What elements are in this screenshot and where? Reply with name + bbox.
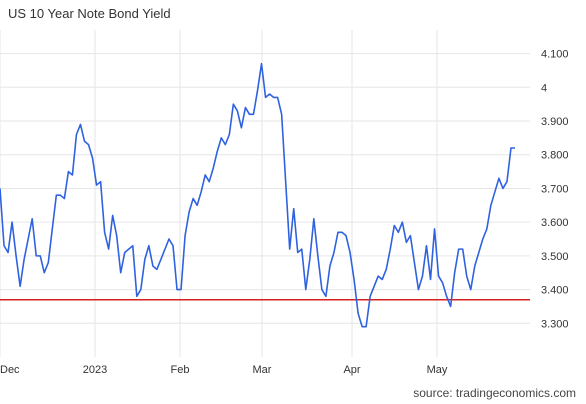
series-line-yield xyxy=(0,62,515,328)
y-tick-label: 3.700 xyxy=(541,183,569,195)
y-tick-label: 3.800 xyxy=(541,150,569,162)
y-tick-label: 4 xyxy=(541,82,547,94)
x-tick-label: Apr xyxy=(343,364,360,376)
x-tick-label: May xyxy=(427,364,448,376)
source-attribution: source: tradingeconomics.com xyxy=(413,386,576,400)
y-tick-label: 3.600 xyxy=(541,217,569,229)
chart-title: US 10 Year Note Bond Yield xyxy=(8,6,171,21)
x-axis-tick-labels: Dec 2023 Feb Mar Apr May xyxy=(0,364,448,376)
vertical-gridlines xyxy=(0,30,438,357)
x-tick-label: Mar xyxy=(253,364,272,376)
y-tick-label: 3.500 xyxy=(541,251,569,263)
y-tick-label: 3.400 xyxy=(541,285,569,297)
y-axis-tick-labels: 3.300 3.400 3.500 3.600 3.700 3.800 3.900 4 4.10… xyxy=(541,49,569,331)
x-tick-label: Dec xyxy=(0,364,20,376)
y-tick-label: 3.300 xyxy=(541,318,569,330)
y-tick-label: 3.900 xyxy=(541,116,569,128)
horizontal-gridlines xyxy=(0,53,530,324)
x-tick-label: 2023 xyxy=(83,364,107,376)
x-tick-label: Feb xyxy=(171,364,190,376)
y-tick-label: 4.100 xyxy=(541,49,569,61)
